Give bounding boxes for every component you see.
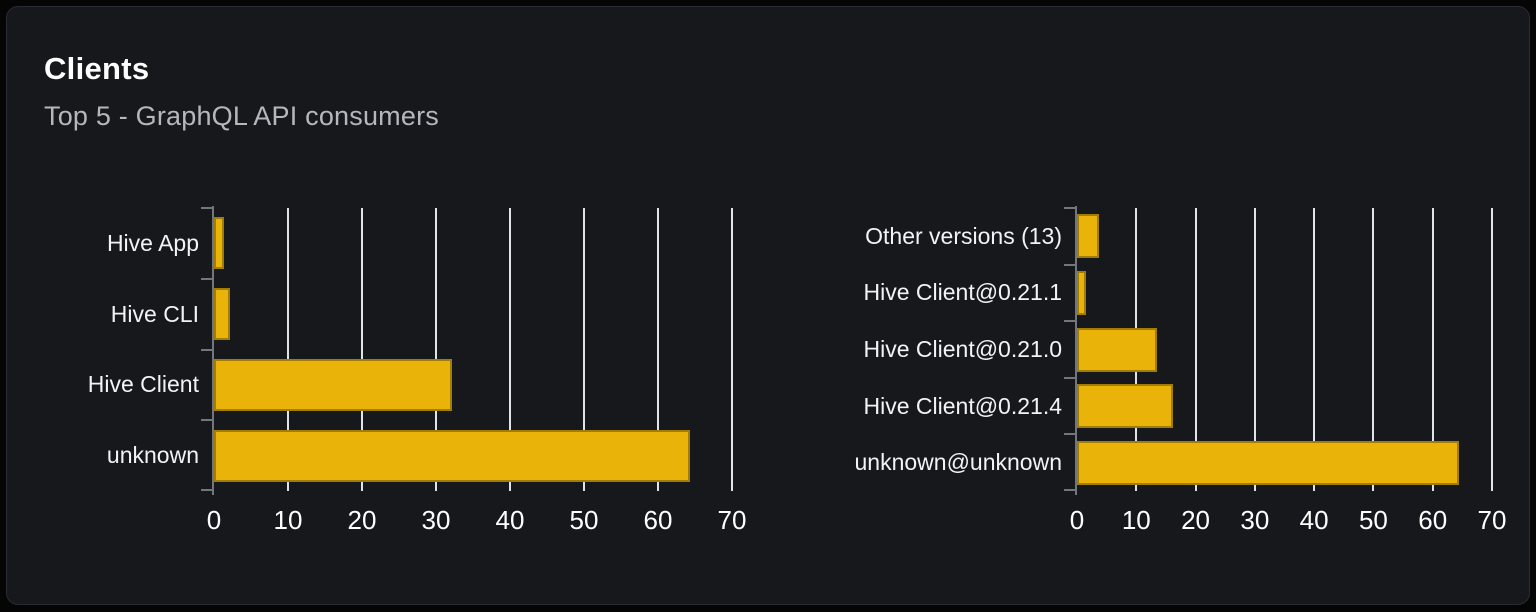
category-label: Hive App [106,229,199,256]
clients-card: Clients Top 5 - GraphQL API consumers Hi… [6,6,1530,605]
gridline [435,208,437,491]
gridline [360,208,363,491]
category-label: Hive CLI [110,300,199,327]
category-label: unknown@unknown [854,449,1062,476]
y-axis-tick [1064,433,1075,436]
x-tick-label: 20 [1181,505,1211,535]
x-tick-label: 60 [643,505,673,535]
gridline [1491,208,1493,491]
x-tick-label: 40 [495,505,525,535]
x-tick-label: 60 [1418,505,1448,535]
category-label: Hive Client [87,371,199,398]
x-tick-label: 50 [1358,505,1388,535]
gridline [657,208,659,491]
bar[interactable] [1077,214,1099,259]
y-axis-tick [201,348,212,351]
card-title: Clients [44,51,150,86]
bar[interactable] [1077,440,1459,485]
y-axis-tick [201,207,212,209]
card-subtitle: Top 5 - GraphQL API consumers [44,101,439,131]
gridline [731,208,733,491]
y-axis-tick [201,419,212,422]
clients-by-name-bar-chart: Hive App Hive CLI Hive Client unknown 0 10 20 3… [44,206,747,539]
clients-by-version-bar-chart: Other versions (13) Hive Client@0.21.1 Hiv… [833,206,1507,539]
y-axis-tick [1064,376,1075,379]
bar[interactable] [214,288,230,341]
x-tick-label: 30 [421,505,451,535]
x-tick-label: 40 [1299,505,1329,535]
x-tick-label: 0 [1069,505,1085,535]
category-label: Hive Client@0.21.0 [863,335,1063,362]
gridline [1313,208,1316,491]
gridline [1194,208,1197,491]
x-tick-label: 70 [717,505,747,535]
y-axis-tick [201,277,212,280]
x-tick-label: 20 [347,505,377,535]
bar[interactable] [214,217,224,270]
category-label: Hive Client@0.21.4 [863,392,1063,419]
x-tick-label: 50 [569,505,599,535]
y-axis-line [1075,206,1077,495]
gridline [1372,208,1375,491]
y-axis-tick [1064,263,1075,266]
category-label: unknown [106,442,199,469]
gridline [1431,208,1434,491]
y-axis-tick [201,489,212,491]
x-tick-label: 30 [1240,505,1270,535]
y-axis-tick [1064,320,1075,323]
gridline [508,208,511,491]
bar[interactable] [1077,384,1174,429]
x-tick-label: 10 [273,505,303,535]
gridline [1253,208,1256,491]
gridline [286,208,289,491]
category-axis: Hive App Hive CLI Hive Client unknown [44,208,214,491]
category-label: Other versions (13) [865,222,1062,249]
x-axis: 0 10 20 30 40 50 60 70 [207,491,747,539]
gridline [583,208,585,491]
bar[interactable] [1077,327,1158,372]
bar[interactable] [214,429,690,482]
category-label: Hive Client@0.21.1 [863,279,1063,306]
bar[interactable] [1077,270,1087,315]
x-tick-label: 0 [206,505,222,535]
category-axis: Other versions (13) Hive Client@0.21.1 Hiv… [833,208,1077,491]
plot-area [201,206,733,495]
plot-area [1064,206,1493,495]
x-tick-label: 70 [1477,505,1507,535]
y-axis-tick [1064,489,1075,491]
x-tick-label: 10 [1121,505,1151,535]
y-axis-line [212,206,214,495]
bar[interactable] [214,358,452,411]
x-axis: 0 10 20 30 40 50 60 70 [1070,491,1507,539]
y-axis-tick [1064,207,1075,209]
